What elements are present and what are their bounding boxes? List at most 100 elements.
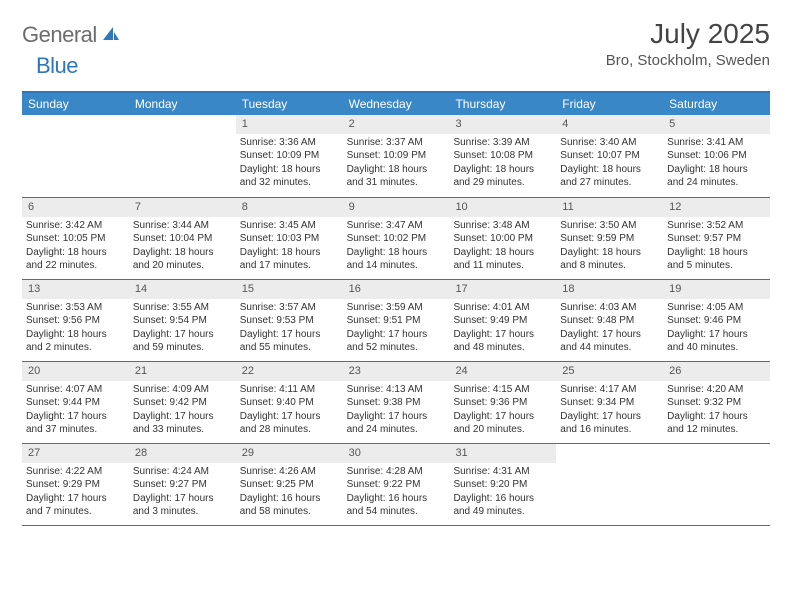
- daylight-line: Daylight: 17 hours and 55 minutes.: [240, 328, 339, 355]
- weekday-header: Monday: [129, 93, 236, 115]
- sunset-line: Sunset: 10:04 PM: [133, 232, 232, 246]
- day-cell: 28Sunrise: 4:24 AMSunset: 9:27 PMDayligh…: [129, 444, 236, 525]
- daylight-line: Daylight: 18 hours and 22 minutes.: [26, 246, 125, 273]
- sunrise-line: Sunrise: 4:03 AM: [560, 301, 659, 315]
- day-cell: 24Sunrise: 4:15 AMSunset: 9:36 PMDayligh…: [449, 362, 556, 443]
- daylight-line: Daylight: 18 hours and 31 minutes.: [347, 163, 446, 190]
- weekday-header: Tuesday: [236, 93, 343, 115]
- day-cell: 22Sunrise: 4:11 AMSunset: 9:40 PMDayligh…: [236, 362, 343, 443]
- day-body: Sunrise: 3:48 AMSunset: 10:00 PMDaylight…: [449, 217, 556, 277]
- sunrise-line: Sunrise: 4:09 AM: [133, 383, 232, 397]
- daylight-line: Daylight: 17 hours and 52 minutes.: [347, 328, 446, 355]
- week-row: 6Sunrise: 3:42 AMSunset: 10:05 PMDayligh…: [22, 197, 770, 279]
- day-cell: [663, 444, 770, 525]
- day-cell: 21Sunrise: 4:09 AMSunset: 9:42 PMDayligh…: [129, 362, 236, 443]
- sunrise-line: Sunrise: 4:24 AM: [133, 465, 232, 479]
- day-number: 23: [343, 362, 450, 381]
- sunrise-line: Sunrise: 3:47 AM: [347, 219, 446, 233]
- day-number: 19: [663, 280, 770, 299]
- sunrise-line: Sunrise: 3:37 AM: [347, 136, 446, 150]
- sunrise-line: Sunrise: 3:55 AM: [133, 301, 232, 315]
- daylight-line: Daylight: 18 hours and 5 minutes.: [667, 246, 766, 273]
- daylight-line: Daylight: 17 hours and 28 minutes.: [240, 410, 339, 437]
- week-row: 20 Sunrise: 4:07 AMSunset: 9:44 PM Dayligh…: [22, 361, 770, 443]
- day-cell: 29Sunrise: 4:26 AMSunset: 9:25 PMDayligh…: [236, 444, 343, 525]
- day-number: 26: [663, 362, 770, 381]
- daylight-line: Daylight: 18 hours and 24 minutes.: [667, 163, 766, 190]
- weekday-row: SundayMondayTuesdayWednesdayThursdayFrid…: [22, 93, 770, 115]
- day-number: 24: [449, 362, 556, 381]
- sunset-line: Sunset: 9:57 PM: [667, 232, 766, 246]
- day-body: Sunrise: 3:40 AMSunset: 10:07 PMDaylight…: [556, 134, 663, 194]
- day-cell: 12Sunrise: 3:52 AMSunset: 9:57 PMDayligh…: [663, 198, 770, 279]
- weekday-header: Sunday: [22, 93, 129, 115]
- day-cell: 4Sunrise: 3:40 AMSunset: 10:07 PMDayligh…: [556, 115, 663, 197]
- logo-text-blue: Blue: [36, 53, 78, 79]
- daylight-line: Daylight: 16 hours and 58 minutes.: [240, 492, 339, 519]
- day-number: 3: [449, 115, 556, 134]
- day-cell: 20Sunrise: 4:07 AMSunset: 9:44 PMDayligh…: [22, 362, 129, 443]
- day-cell: 8Sunrise: 3:45 AMSunset: 10:03 PMDayligh…: [236, 198, 343, 279]
- day-cell: 25Sunrise: 4:17 AMSunset: 9:34 PMDayligh…: [556, 362, 663, 443]
- sunset-line: Sunset: 10:03 PM: [240, 232, 339, 246]
- sunrise-line: Sunrise: 4:28 AM: [347, 465, 446, 479]
- day-body: Sunrise: 3:53 AMSunset: 9:56 PMDaylight:…: [22, 299, 129, 359]
- day-body: Sunrise: 4:13 AMSunset: 9:38 PMDaylight:…: [343, 381, 450, 441]
- day-cell: 16Sunrise: 3:59 AMSunset: 9:51 PMDayligh…: [343, 280, 450, 361]
- sunset-line: Sunset: 9:44 PM: [26, 396, 125, 410]
- day-body: Sunrise: 4:03 AMSunset: 9:48 PMDaylight:…: [556, 299, 663, 359]
- daylight-line: Daylight: 18 hours and 20 minutes.: [133, 246, 232, 273]
- day-number: 31: [449, 444, 556, 463]
- day-cell: 15Sunrise: 3:57 AMSunset: 9:53 PMDayligh…: [236, 280, 343, 361]
- month-title: July 2025: [606, 18, 770, 50]
- day-number: 15: [236, 280, 343, 299]
- day-number: 29: [236, 444, 343, 463]
- sunset-line: Sunset: 10:00 PM: [453, 232, 552, 246]
- day-cell: 17Sunrise: 4:01 AMSunset: 9:49 PMDayligh…: [449, 280, 556, 361]
- week-row: 1Sunrise: 3:36 AMSunset: 10:09 PMDayligh…: [22, 115, 770, 197]
- daylight-line: Daylight: 17 hours and 59 minutes.: [133, 328, 232, 355]
- day-number: 17: [449, 280, 556, 299]
- day-cell: 19Sunrise: 4:05 AMSunset: 9:46 PMDayligh…: [663, 280, 770, 361]
- day-number: 13: [22, 280, 129, 299]
- day-cell: 3Sunrise: 3:39 AMSunset: 10:08 PMDayligh…: [449, 115, 556, 197]
- day-cell: 14Sunrise: 3:55 AMSunset: 9:54 PMDayligh…: [129, 280, 236, 361]
- day-number: 8: [236, 198, 343, 217]
- day-number: 1: [236, 115, 343, 134]
- sunrise-line: Sunrise: 3:40 AM: [560, 136, 659, 150]
- day-body: Sunrise: 3:59 AMSunset: 9:51 PMDaylight:…: [343, 299, 450, 359]
- day-number: 18: [556, 280, 663, 299]
- day-cell: [556, 444, 663, 525]
- sunset-line: Sunset: 9:54 PM: [133, 314, 232, 328]
- sunrise-line: Sunrise: 3:45 AM: [240, 219, 339, 233]
- day-body: Sunrise: 3:42 AMSunset: 10:05 PMDaylight…: [22, 217, 129, 277]
- sunset-line: Sunset: 10:02 PM: [347, 232, 446, 246]
- sunrise-line: Sunrise: 4:22 AM: [26, 465, 125, 479]
- day-body: Sunrise: 4:15 AMSunset: 9:36 PMDaylight:…: [449, 381, 556, 441]
- sunrise-line: Sunrise: 3:41 AM: [667, 136, 766, 150]
- day-body: Sunrise: 3:44 AMSunset: 10:04 PMDaylight…: [129, 217, 236, 277]
- sunset-line: Sunset: 9:56 PM: [26, 314, 125, 328]
- day-number: 9: [343, 198, 450, 217]
- daylight-line: Daylight: 17 hours and 40 minutes.: [667, 328, 766, 355]
- sunrise-line: Sunrise: 4:05 AM: [667, 301, 766, 315]
- sunrise-line: Sunrise: 3:50 AM: [560, 219, 659, 233]
- day-body: Sunrise: 3:39 AMSunset: 10:08 PMDaylight…: [449, 134, 556, 194]
- sunrise-line: Sunrise: 4:07 AM: [26, 383, 125, 397]
- day-body: Sunrise: 3:41 AMSunset: 10:06 PMDaylight…: [663, 134, 770, 194]
- daylight-line: Daylight: 18 hours and 11 minutes.: [453, 246, 552, 273]
- sunset-line: Sunset: 9:51 PM: [347, 314, 446, 328]
- day-body: Sunrise: 3:52 AMSunset: 9:57 PMDaylight:…: [663, 217, 770, 277]
- day-cell: 7Sunrise: 3:44 AMSunset: 10:04 PMDayligh…: [129, 198, 236, 279]
- day-body: Sunrise: 4:09 AMSunset: 9:42 PMDaylight:…: [129, 381, 236, 441]
- day-body: Sunrise: 4:24 AMSunset: 9:27 PMDaylight:…: [129, 463, 236, 523]
- day-number: 22: [236, 362, 343, 381]
- day-number: 4: [556, 115, 663, 134]
- day-cell: 13Sunrise: 3:53 AMSunset: 9:56 PMDayligh…: [22, 280, 129, 361]
- day-number: 12: [663, 198, 770, 217]
- day-number: 20: [22, 362, 129, 381]
- day-body: Sunrise: 3:57 AMSunset: 9:53 PMDaylight:…: [236, 299, 343, 359]
- day-cell: 30Sunrise: 4:28 AMSunset: 9:22 PMDayligh…: [343, 444, 450, 525]
- day-cell: 23Sunrise: 4:13 AMSunset: 9:38 PMDayligh…: [343, 362, 450, 443]
- daylight-line: Daylight: 18 hours and 32 minutes.: [240, 163, 339, 190]
